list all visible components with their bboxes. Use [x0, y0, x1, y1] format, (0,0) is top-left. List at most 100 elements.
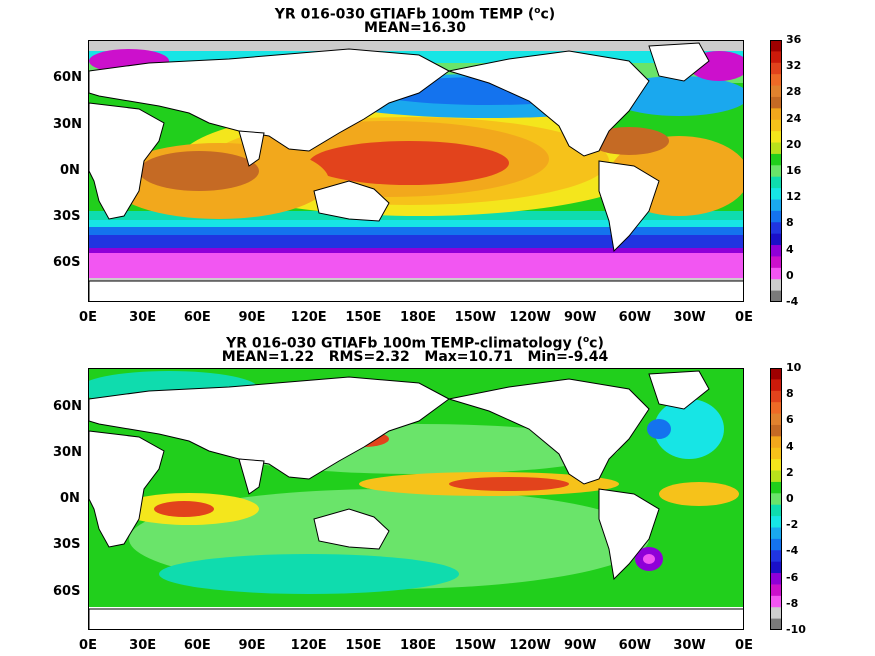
colorbar-tick-label: 4: [786, 242, 794, 256]
colorbar-swatch: [770, 368, 782, 380]
panel1-title-text: YR 016-030 GTIAFb 100m TEMP: [274, 6, 524, 23]
colorbar-tick-label: -10: [786, 623, 806, 636]
colorbar-tick-label: 4: [786, 439, 794, 453]
panel2-stats: MEAN=1.22 RMS=2.32 Max=10.71 Min=-9.44: [221, 349, 609, 365]
colorbar-tick-label: 0: [786, 492, 794, 505]
colorbar-swatch: [770, 538, 782, 551]
colorbar-swatch: [770, 62, 782, 75]
colorbar-swatch: [770, 199, 782, 212]
colorbar-tick-label: 2: [786, 465, 794, 479]
colorbar-swatch: [770, 561, 782, 574]
panel2-lon-label: 60E: [183, 638, 211, 653]
colorbar-swatch: [770, 279, 782, 292]
colorbar-swatch: [770, 573, 782, 585]
colorbar-tick-label: 8: [786, 387, 794, 401]
panel1-lon-label: 180E: [400, 310, 437, 325]
colorbar-swatch: [770, 119, 782, 132]
panel1-lat-label: 60N: [53, 70, 82, 85]
panel1-lat-label: 60S: [53, 255, 81, 270]
colorbar-swatch: [770, 176, 782, 189]
colorbar-tick-label: 8: [786, 216, 794, 230]
panel2-colorbar: [770, 368, 782, 630]
panel2-lon-label: 0E: [79, 638, 97, 653]
panel2-lon-label: 120W: [509, 638, 551, 653]
panel1-lon-label: 150E: [345, 310, 382, 325]
colorbar-swatch: [770, 436, 782, 449]
panel2-map-svg: [89, 369, 743, 629]
panel2-lon-label: 150E: [345, 638, 382, 653]
panel2-degree-symbol: o: [582, 335, 590, 345]
colorbar-swatch: [770, 618, 782, 630]
colorbar-frame: [770, 40, 782, 302]
colorbar-swatch: [770, 131, 782, 144]
panel1-lat-label: 0N: [60, 163, 80, 178]
panel2-lon-label: 0E: [735, 638, 753, 653]
colorbar-swatch: [770, 290, 782, 302]
panel2-lon-label: 30W: [673, 638, 706, 653]
colorbar-swatch: [770, 516, 782, 528]
panel2-lon-label: 150W: [454, 638, 497, 653]
colorbar-tick-label: -4: [786, 544, 799, 558]
colorbar-swatch: [770, 165, 782, 178]
panel1-lat-label: 30S: [53, 209, 81, 224]
colorbar-swatch: [770, 447, 782, 460]
panel2-lat-label: 0N: [60, 491, 80, 506]
panel2-lon-label: 90E: [238, 638, 266, 653]
panel1-lat-label: 30N: [53, 117, 82, 132]
colorbar-swatch: [770, 256, 782, 269]
colorbar-tick-label: 20: [786, 137, 802, 151]
panel1-lon-label: 30W: [673, 310, 706, 325]
colorbar-swatch: [770, 459, 782, 472]
colorbar-frame: [770, 368, 782, 630]
panel1-title: YR 016-030 GTIAFb 100m TEMP (oc): [274, 6, 556, 23]
colorbar-swatch: [770, 413, 782, 426]
colorbar-swatch: [770, 550, 782, 563]
colorbar-swatch: [770, 153, 782, 166]
panel2-lon-label: 60W: [618, 638, 652, 653]
panel1-map: [88, 40, 744, 302]
panel2-lat-label: 30N: [53, 445, 82, 460]
panel2-title: YR 016-030 GTIAFb 100m TEMP-climatology …: [226, 335, 604, 352]
colorbar-swatch: [770, 424, 782, 437]
colorbar-swatch: [770, 188, 782, 200]
colorbar-tick-label: 16: [786, 164, 802, 177]
colorbar-swatch: [770, 74, 782, 87]
colorbar-swatch: [770, 85, 782, 98]
colorbar-swatch: [770, 390, 782, 403]
colorbar-swatch: [770, 584, 782, 597]
panel1-lon-label: 120E: [290, 310, 327, 325]
colorbar-swatch: [770, 379, 782, 392]
panel2-map: [88, 368, 744, 630]
colorbar-swatch: [770, 267, 782, 280]
panel2-title-text: YR 016-030 GTIAFb 100m TEMP-climatology: [226, 335, 572, 352]
panel1-lon-label: 150W: [454, 310, 497, 325]
panel2-lon-label: 90W: [564, 638, 597, 653]
colorbar-tick-label: 24: [786, 111, 802, 125]
panel1-colorbar-svg: [770, 40, 782, 302]
colorbar-swatch: [770, 222, 782, 235]
colorbar-tick-label: 32: [786, 59, 802, 73]
panel1-lon-label: 120W: [509, 310, 551, 325]
colorbar-tick-label: -4: [786, 295, 799, 308]
colorbar-tick-label: 0: [786, 268, 794, 282]
panel1-lon-label: 90E: [238, 310, 266, 325]
colorbar-swatch: [770, 40, 782, 52]
panel2-colorbar-svg: [770, 368, 782, 630]
colorbar-tick-label: -6: [786, 570, 799, 584]
panel2-lat-label: 60N: [53, 399, 82, 414]
colorbar-swatch: [770, 481, 782, 494]
colorbar-swatch: [770, 402, 782, 415]
panel2-lon-label: 180E: [400, 638, 437, 653]
colorbar-swatch: [770, 51, 782, 64]
colorbar-tick-label: 12: [786, 190, 802, 204]
colorbar-swatch: [770, 233, 782, 246]
colorbar-swatch: [770, 96, 782, 109]
panel1-lon-label: 0E: [735, 310, 753, 325]
colorbar-swatch: [770, 607, 782, 620]
panel2-lat-label: 30S: [53, 537, 81, 552]
panel1-lon-label: 60E: [183, 310, 211, 325]
panel1-lon-label: 30E: [129, 310, 157, 325]
colorbar-swatch: [770, 595, 782, 608]
panel1-lon-label: 90W: [564, 310, 597, 325]
colorbar-swatch: [770, 527, 782, 540]
